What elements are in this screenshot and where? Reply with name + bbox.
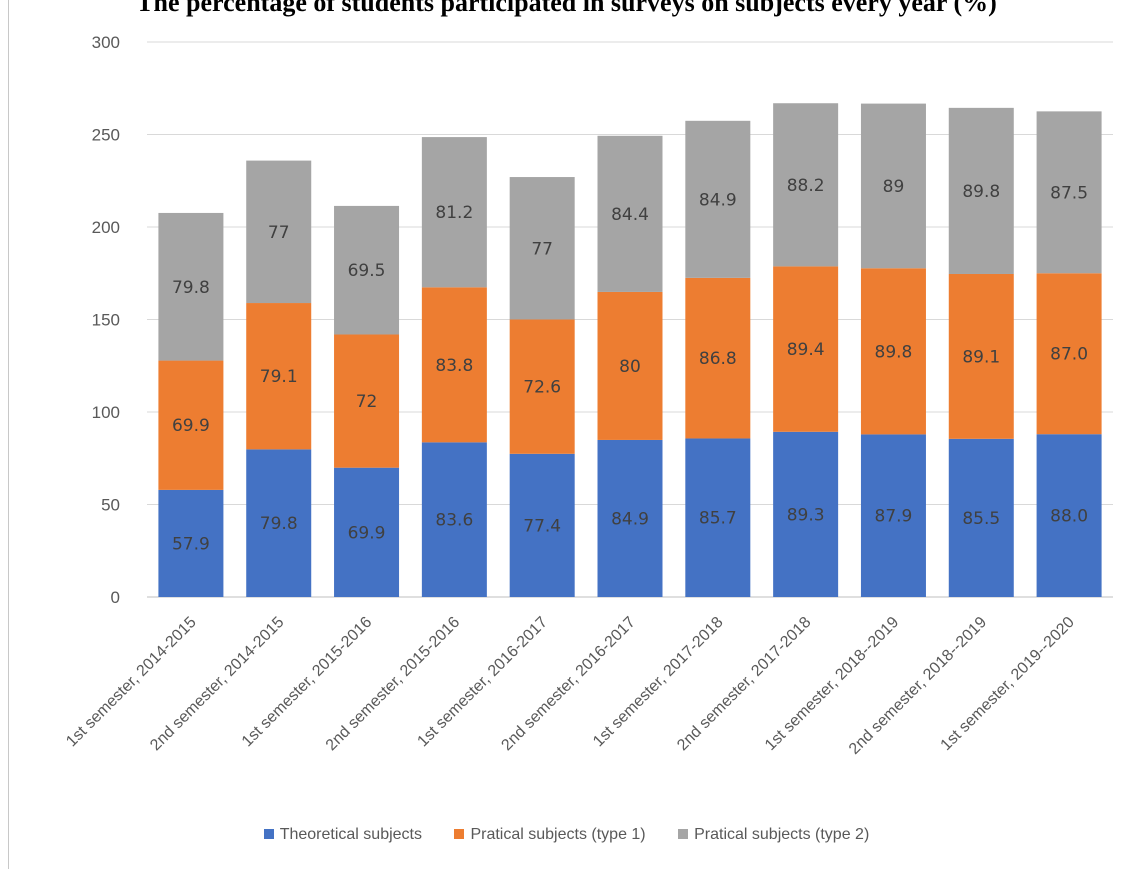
bar-segment — [246, 160, 312, 304]
bar-segment — [421, 137, 487, 288]
data-label: 85.5 — [962, 509, 1000, 529]
y-axis-ticks: 0 50 100 150 200 250 300 — [92, 33, 120, 607]
bar-segment — [597, 291, 663, 440]
bar-segment — [773, 431, 839, 597]
legend-swatch-practical-type1 — [454, 829, 465, 839]
data-label: 87.0 — [1050, 345, 1088, 365]
bar-segment — [334, 334, 400, 468]
left-border — [8, 0, 9, 869]
bar-segment — [421, 442, 487, 597]
data-label: 69.9 — [172, 416, 210, 436]
data-label: 84.9 — [699, 190, 737, 210]
bar-segment — [334, 467, 400, 597]
y-tick-label: 200 — [92, 218, 120, 237]
bar-segment — [246, 449, 312, 597]
bar-segment — [158, 489, 224, 597]
bar-segment — [597, 135, 663, 292]
y-tick-label: 100 — [92, 403, 120, 422]
bar-segment — [685, 120, 751, 278]
data-label: 83.8 — [435, 356, 473, 376]
data-label: 57.9 — [172, 534, 210, 554]
y-tick-label: 50 — [101, 496, 120, 515]
y-tick-label: 150 — [92, 311, 120, 330]
data-label: 77.4 — [523, 516, 561, 536]
legend: Theoretical subjects Pratical subjects (… — [0, 826, 1133, 844]
bar-segment — [334, 205, 400, 335]
data-label: 89 — [883, 177, 905, 197]
bar-segment — [948, 438, 1014, 597]
data-label: 84.9 — [611, 509, 649, 529]
bar-segment — [773, 103, 839, 267]
data-label: 89.1 — [962, 347, 1000, 367]
data-label: 89.8 — [962, 182, 1000, 202]
y-tick-label: 250 — [92, 126, 120, 145]
data-label: 69.9 — [348, 523, 386, 543]
bar-segment — [509, 177, 575, 320]
data-label: 89.4 — [787, 340, 825, 360]
data-label: 77 — [531, 239, 553, 259]
bar-segment — [158, 360, 224, 490]
data-label: 89.3 — [787, 505, 825, 525]
data-label: 77 — [268, 223, 290, 243]
y-tick-label: 300 — [92, 33, 120, 52]
data-label: 86.8 — [699, 349, 737, 369]
legend-swatch-practical-type2 — [678, 829, 689, 839]
data-label: 80 — [619, 357, 641, 377]
bar-segment — [246, 303, 312, 450]
bar-segment — [509, 319, 575, 454]
bar-segment — [860, 434, 926, 597]
legend-label-theoretical: Theoretical subjects — [279, 826, 422, 843]
bar-segment — [860, 103, 926, 269]
y-tick-label: 0 — [111, 588, 120, 607]
bar-segment — [685, 277, 751, 439]
bar-segment — [685, 438, 751, 597]
data-label: 87.5 — [1050, 183, 1088, 203]
data-label: 89.8 — [875, 342, 913, 362]
bar-segment — [948, 107, 1014, 274]
bar-segment — [860, 268, 926, 435]
data-label: 85.7 — [699, 509, 737, 529]
bar-segment — [1036, 273, 1102, 435]
data-label: 81.2 — [435, 203, 473, 223]
data-label: 79.8 — [260, 514, 298, 534]
bar-segment — [773, 266, 839, 432]
chart-title: The percentage of students participated … — [136, 0, 997, 17]
data-label: 88.0 — [1050, 507, 1088, 527]
bars — [158, 103, 1102, 597]
data-label: 69.5 — [348, 261, 386, 281]
bar-segment — [1036, 111, 1102, 274]
bar-segment — [421, 287, 487, 443]
bar-segment — [1036, 434, 1102, 597]
legend-item-theoretical: Theoretical subjects — [263, 826, 422, 844]
legend-swatch-theoretical — [263, 829, 274, 839]
legend-item-practical-type1: Pratical subjects (type 1) — [454, 826, 646, 844]
bar-segment — [509, 453, 575, 597]
legend-label-practical-type2: Pratical subjects (type 2) — [694, 826, 870, 843]
bar-segment — [948, 273, 1014, 439]
data-label: 83.6 — [435, 511, 473, 531]
bar-segment — [597, 439, 663, 597]
data-label: 79.8 — [172, 278, 210, 298]
data-label: 84.4 — [611, 205, 649, 225]
data-label: 72 — [356, 392, 378, 412]
legend-item-practical-type2: Pratical subjects (type 2) — [678, 826, 869, 844]
data-label: 88.2 — [787, 176, 825, 196]
data-label: 72.6 — [523, 378, 561, 398]
data-labels: 57.9 69.9 79.8 79.8 79.1 77 69.9 72 69.5 83.6 83.8… — [172, 176, 1088, 555]
data-label: 87.9 — [875, 507, 913, 527]
legend-label-practical-type1: Pratical subjects (type 1) — [470, 826, 646, 843]
bar-segment — [158, 212, 224, 361]
data-label: 79.1 — [260, 367, 298, 387]
